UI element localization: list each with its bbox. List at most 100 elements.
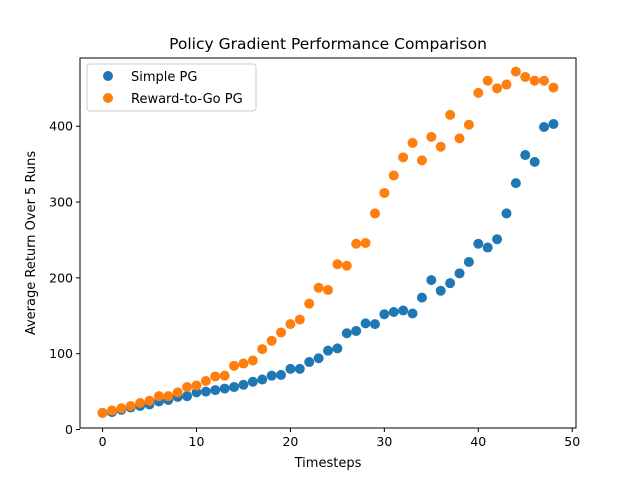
point-simple-pg bbox=[210, 385, 221, 396]
legend-label-reward-to-go-pg: Reward-to-Go PG bbox=[131, 92, 243, 107]
x-tick-label: 20 bbox=[282, 434, 298, 449]
plot-area-frame bbox=[79, 57, 577, 429]
point-simple-pg bbox=[426, 275, 437, 286]
point-reward-to-go-pg bbox=[351, 238, 362, 249]
point-reward-to-go-pg bbox=[369, 208, 380, 219]
point-simple-pg bbox=[463, 256, 474, 267]
point-reward-to-go-pg bbox=[548, 82, 559, 93]
point-reward-to-go-pg bbox=[398, 152, 409, 163]
point-reward-to-go-pg bbox=[426, 131, 437, 142]
point-simple-pg bbox=[182, 391, 193, 402]
x-axis-label: Timesteps bbox=[294, 456, 362, 471]
point-simple-pg bbox=[229, 382, 240, 393]
point-simple-pg bbox=[379, 309, 390, 320]
point-simple-pg bbox=[219, 383, 230, 394]
point-simple-pg bbox=[257, 374, 268, 385]
point-simple-pg bbox=[266, 370, 277, 381]
point-simple-pg bbox=[473, 238, 484, 249]
point-reward-to-go-pg bbox=[191, 380, 202, 391]
point-reward-to-go-pg bbox=[510, 66, 521, 77]
point-simple-pg bbox=[416, 292, 427, 303]
point-simple-pg bbox=[454, 268, 465, 279]
point-reward-to-go-pg bbox=[200, 375, 211, 386]
legend-marker-reward-to-go-pg bbox=[103, 93, 113, 103]
legend-box bbox=[86, 63, 257, 112]
point-reward-to-go-pg bbox=[219, 370, 230, 381]
point-reward-to-go-pg bbox=[313, 282, 324, 293]
point-reward-to-go-pg bbox=[97, 407, 108, 418]
point-simple-pg bbox=[238, 379, 249, 390]
point-simple-pg bbox=[529, 156, 540, 167]
x-tick-label: 30 bbox=[376, 434, 392, 449]
point-reward-to-go-pg bbox=[379, 187, 390, 198]
point-reward-to-go-pg bbox=[106, 405, 117, 416]
point-reward-to-go-pg bbox=[360, 238, 371, 248]
chart-title: Policy Gradient Performance Comparison bbox=[169, 35, 487, 53]
point-reward-to-go-pg bbox=[323, 285, 333, 296]
point-reward-to-go-pg bbox=[257, 344, 268, 355]
point-reward-to-go-pg bbox=[172, 387, 183, 398]
point-simple-pg bbox=[323, 345, 333, 356]
point-simple-pg bbox=[351, 325, 362, 336]
point-simple-pg bbox=[501, 208, 512, 219]
point-reward-to-go-pg bbox=[135, 397, 146, 408]
point-reward-to-go-pg bbox=[276, 327, 287, 338]
point-reward-to-go-pg bbox=[407, 137, 418, 148]
point-reward-to-go-pg bbox=[182, 382, 193, 393]
point-simple-pg bbox=[407, 308, 418, 319]
x-tick-label: 50 bbox=[564, 434, 580, 449]
point-reward-to-go-pg bbox=[445, 109, 456, 120]
point-simple-pg bbox=[341, 328, 352, 339]
point-reward-to-go-pg bbox=[435, 141, 446, 152]
y-tick-label: 400 bbox=[49, 119, 73, 134]
point-reward-to-go-pg bbox=[163, 391, 174, 402]
point-simple-pg bbox=[435, 285, 446, 296]
y-tick-label: 300 bbox=[49, 195, 73, 210]
point-simple-pg bbox=[247, 376, 258, 387]
point-simple-pg bbox=[285, 363, 296, 374]
point-reward-to-go-pg bbox=[463, 119, 474, 130]
point-reward-to-go-pg bbox=[285, 319, 296, 330]
point-reward-to-go-pg bbox=[144, 395, 155, 406]
point-simple-pg bbox=[294, 363, 305, 374]
point-reward-to-go-pg bbox=[153, 391, 164, 402]
y-tick-label: 0 bbox=[65, 422, 73, 437]
ticks-layer: 0 10 20 30 40 50 0 100 200 300 400 bbox=[49, 119, 580, 449]
point-reward-to-go-pg bbox=[125, 401, 136, 412]
point-reward-to-go-pg bbox=[266, 335, 277, 346]
point-simple-pg bbox=[200, 386, 211, 397]
y-tick-label: 200 bbox=[49, 270, 73, 285]
point-reward-to-go-pg bbox=[539, 75, 550, 86]
point-reward-to-go-pg bbox=[520, 71, 531, 82]
x-tick-label: 40 bbox=[470, 434, 486, 449]
point-simple-pg bbox=[539, 122, 550, 132]
point-reward-to-go-pg bbox=[210, 371, 221, 382]
point-simple-pg bbox=[482, 242, 493, 253]
point-reward-to-go-pg bbox=[454, 133, 465, 144]
point-reward-to-go-pg bbox=[341, 260, 352, 271]
point-simple-pg bbox=[445, 278, 456, 289]
point-simple-pg bbox=[510, 178, 521, 189]
point-simple-pg bbox=[548, 118, 559, 129]
y-tick-label: 100 bbox=[49, 346, 73, 361]
point-reward-to-go-pg bbox=[501, 79, 512, 90]
point-reward-to-go-pg bbox=[294, 314, 305, 325]
legend-marker-simple-pg bbox=[103, 71, 113, 81]
point-reward-to-go-pg bbox=[482, 75, 493, 86]
point-reward-to-go-pg bbox=[388, 170, 399, 181]
y-axis-label: Average Return Over 5 Runs bbox=[24, 151, 39, 336]
point-reward-to-go-pg bbox=[238, 358, 249, 369]
point-reward-to-go-pg bbox=[332, 259, 343, 270]
point-simple-pg bbox=[369, 319, 380, 330]
point-simple-pg bbox=[388, 307, 399, 317]
legend: Simple PG Reward-to-Go PG bbox=[86, 63, 257, 112]
point-simple-pg bbox=[313, 353, 324, 364]
point-reward-to-go-pg bbox=[229, 360, 240, 371]
point-reward-to-go-pg bbox=[473, 87, 484, 98]
point-reward-to-go-pg bbox=[416, 155, 427, 166]
x-tick-label: 10 bbox=[189, 434, 205, 449]
point-simple-pg bbox=[332, 343, 343, 354]
point-simple-pg bbox=[520, 150, 531, 161]
x-tick-label: 0 bbox=[99, 434, 107, 449]
